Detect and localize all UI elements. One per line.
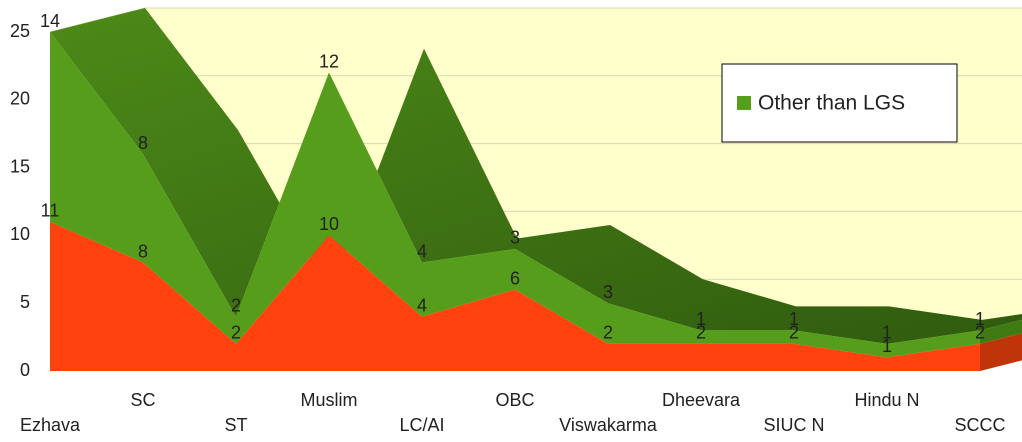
x-tick-label: Ezhava xyxy=(20,415,81,435)
x-tick-label: SC xyxy=(130,390,155,410)
y-tick-label: 15 xyxy=(10,156,30,176)
data-label: 2 xyxy=(603,323,613,343)
data-label: 3 xyxy=(603,282,613,302)
data-label: 1 xyxy=(882,323,892,343)
x-tick-label: SCCC xyxy=(954,415,1005,435)
data-label: 8 xyxy=(138,241,148,261)
y-tick-label: 20 xyxy=(10,89,30,109)
y-tick-label: 10 xyxy=(10,224,30,244)
data-label: 4 xyxy=(417,241,427,261)
legend-swatch xyxy=(737,96,751,110)
area-top-surface xyxy=(50,8,1022,344)
x-tick-label: OBC xyxy=(495,390,534,410)
series-group xyxy=(50,8,1022,371)
y-tick-label: 5 xyxy=(20,292,30,312)
x-tick-label: Viswakarma xyxy=(559,415,658,435)
x-tick-label: SIUC N xyxy=(763,415,824,435)
legend: Other than LGS xyxy=(721,63,958,143)
data-label: 14 xyxy=(40,11,60,31)
data-label: 8 xyxy=(138,133,148,153)
data-label: 2 xyxy=(975,323,985,343)
x-tick-label: Muslim xyxy=(301,390,358,410)
data-label: 2 xyxy=(696,323,706,343)
data-label: 12 xyxy=(319,51,339,71)
data-label: 1 xyxy=(882,336,892,356)
area xyxy=(50,221,980,371)
x-tick-label: Dheevara xyxy=(662,390,741,410)
data-label: 1 xyxy=(696,309,706,329)
legend-label: Other than LGS xyxy=(758,92,905,115)
data-label: 6 xyxy=(510,268,520,288)
area-side xyxy=(980,319,1022,344)
data-label: 4 xyxy=(417,296,427,316)
data-label: 1 xyxy=(975,309,985,329)
data-label: 2 xyxy=(789,323,799,343)
data-label: 11 xyxy=(41,201,60,221)
area-side xyxy=(980,333,1022,371)
x-tick-label: ST xyxy=(224,415,247,435)
data-label: 2 xyxy=(231,323,241,343)
legend-box xyxy=(721,63,958,143)
data-label: 3 xyxy=(510,228,520,248)
x-tick-label: Hindu N xyxy=(854,390,919,410)
data-label: 10 xyxy=(319,214,339,234)
area xyxy=(50,32,980,358)
data-label: 1 xyxy=(789,309,799,329)
y-tick-label: 0 xyxy=(20,360,30,380)
y-tick-label: 25 xyxy=(10,21,30,41)
data-label: 2 xyxy=(231,296,241,316)
x-tick-label: LC/AI xyxy=(399,415,444,435)
